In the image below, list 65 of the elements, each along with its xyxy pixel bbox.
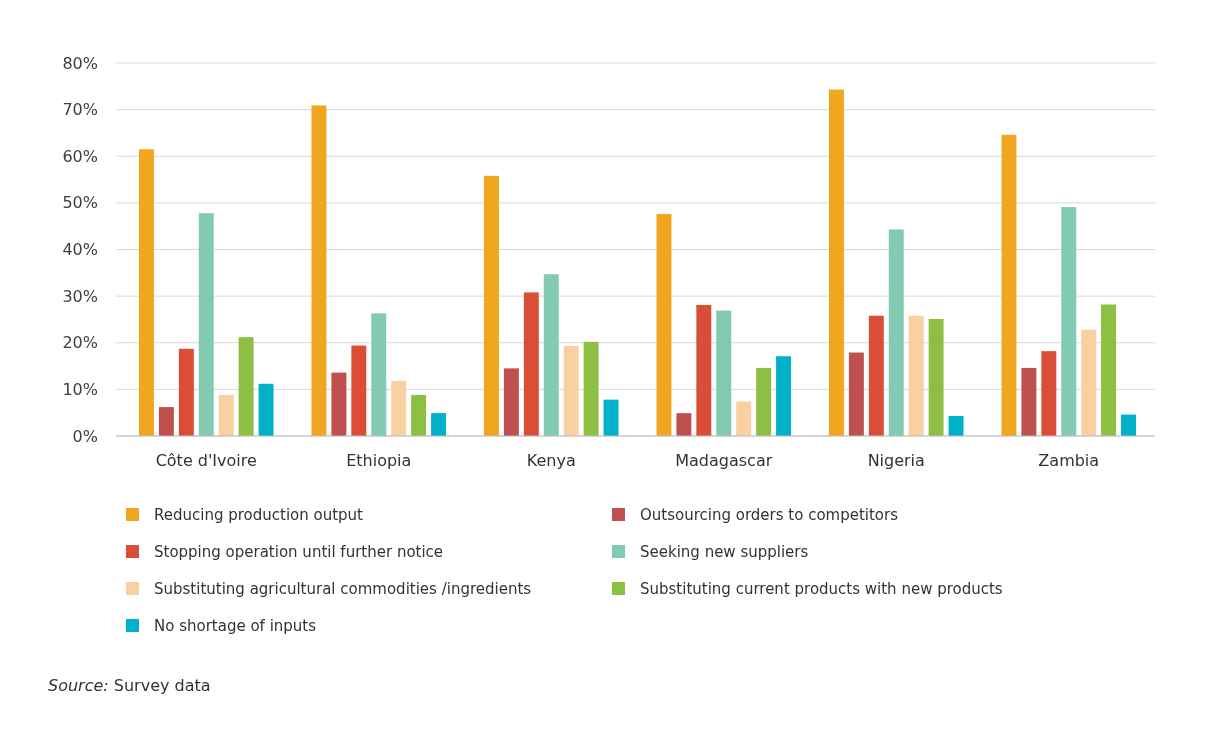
y-tick-label: 80%: [62, 53, 98, 73]
bar: [828, 89, 844, 436]
bar: [483, 175, 499, 436]
bar: [218, 394, 234, 436]
bar: [1061, 207, 1077, 436]
bar: [736, 401, 752, 436]
bar: [603, 399, 619, 436]
legend-label: Substituting current products with new products: [640, 580, 1003, 599]
bar: [848, 352, 864, 436]
bar: [1121, 414, 1137, 436]
bar: [351, 345, 367, 436]
bar: [138, 149, 154, 436]
bar: [756, 367, 772, 436]
x-tick-label: Nigeria: [867, 451, 925, 470]
y-tick-label: 40%: [62, 240, 98, 260]
bar: [371, 313, 387, 436]
bar: [431, 413, 447, 436]
y-tick-label: 0%: [72, 426, 98, 446]
bar: [776, 356, 792, 436]
legend-label: No shortage of inputs: [154, 617, 317, 636]
bar: [178, 348, 194, 436]
x-tick-label: Zambia: [1038, 451, 1100, 470]
bar: [1041, 351, 1057, 436]
legend-label: Stopping operation until further notice: [154, 543, 444, 562]
x-tick-label: Kenya: [526, 451, 576, 470]
y-tick-label: 50%: [62, 193, 98, 213]
bar: [928, 318, 944, 436]
bar: [1101, 304, 1117, 436]
bar: [198, 213, 214, 436]
bar: [716, 310, 732, 436]
bar: [1021, 367, 1037, 436]
x-tick-label: Madagascar: [675, 451, 773, 470]
bar: [948, 415, 964, 436]
bar: [411, 394, 427, 436]
bar: [331, 372, 347, 436]
y-tick-label: 10%: [62, 379, 98, 399]
x-tick-label: Ethiopia: [346, 451, 412, 470]
bar: [696, 304, 712, 436]
bar: [258, 383, 274, 436]
bar: [311, 105, 327, 436]
bar: [908, 315, 924, 436]
bar: [563, 346, 579, 436]
y-tick-label: 60%: [62, 146, 98, 166]
legend-label: Seeking new suppliers: [640, 543, 809, 562]
bar: [656, 214, 672, 436]
y-tick-label: 30%: [62, 286, 98, 306]
bar: [868, 315, 884, 436]
bar: [158, 407, 174, 436]
legend-label: Substituting agricultural commodities /ingredients: [154, 580, 532, 599]
bar: [1081, 329, 1097, 436]
legend-label: Reducing production output: [154, 506, 364, 525]
bar: [523, 292, 539, 436]
source-note: Source: Survey data: [48, 676, 211, 695]
bar: [1001, 134, 1017, 436]
bar: [238, 337, 254, 436]
bar: [391, 380, 407, 436]
bar: [543, 274, 559, 436]
bar: [583, 341, 599, 436]
bar: [503, 368, 519, 436]
y-tick-label: 70%: [62, 100, 98, 120]
y-tick-label: 20%: [62, 333, 98, 353]
x-tick-label: Côte d'Ivoire: [155, 451, 257, 470]
bar: [888, 229, 904, 436]
legend-label: Outsourcing orders to competitors: [640, 506, 899, 525]
bar: [676, 413, 692, 436]
